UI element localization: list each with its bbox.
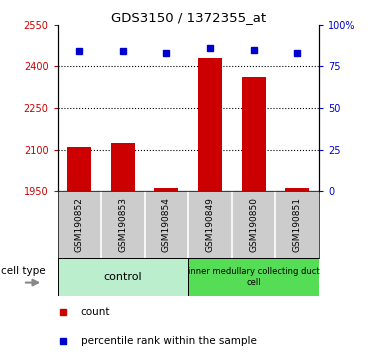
Bar [198, 58, 222, 191]
Text: GSM190851: GSM190851 [293, 197, 302, 252]
Bar [242, 78, 266, 191]
Bar [188, 258, 319, 296]
Text: GSM190850: GSM190850 [249, 197, 258, 252]
Text: control: control [104, 272, 142, 282]
Bar [154, 188, 178, 191]
Text: GSM190849: GSM190849 [206, 197, 214, 252]
Title: GDS3150 / 1372355_at: GDS3150 / 1372355_at [111, 11, 266, 24]
Text: inner medullary collecting duct
cell: inner medullary collecting duct cell [188, 267, 319, 287]
Text: percentile rank within the sample: percentile rank within the sample [81, 336, 256, 346]
Text: cell type: cell type [1, 267, 46, 276]
Bar [67, 147, 91, 191]
Text: GSM190852: GSM190852 [75, 197, 84, 252]
Text: GSM190853: GSM190853 [118, 197, 127, 252]
Text: count: count [81, 307, 110, 317]
Bar [285, 188, 309, 191]
Bar [58, 258, 188, 296]
Text: GSM190854: GSM190854 [162, 197, 171, 252]
Bar [111, 143, 135, 191]
